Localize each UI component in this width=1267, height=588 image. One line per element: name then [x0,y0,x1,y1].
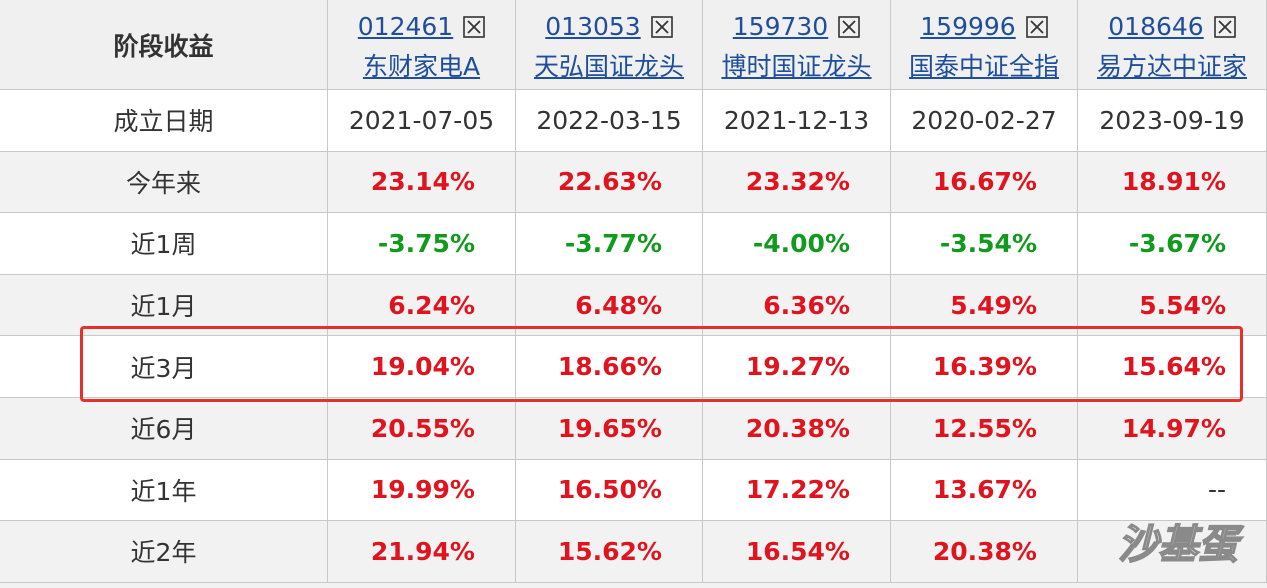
return-cell: 20.38% [891,521,1078,583]
return-cell: 14.97% [1078,398,1267,460]
fund-header: 159730 博时国证龙头 [703,0,891,90]
return-cell: 23.14% [328,151,516,214]
return-cell: 19.65% [516,398,703,460]
remove-icon[interactable] [650,15,673,38]
fund-header: 013053 天弘国证龙头 [516,0,703,90]
remove-icon[interactable] [1213,15,1236,38]
remove-icon[interactable] [1025,15,1048,38]
fund-name[interactable]: 博时国证龙头 [721,51,872,81]
row-label: 近1年 [0,459,328,522]
fund-header: 159996 国泰中证全指 [891,0,1078,90]
date-cell: 2020-02-27 [891,90,1078,152]
code-line: 013053 [545,7,673,47]
watermark: 沙基蛋 [1117,521,1239,569]
header-cell: 阶段收益 [0,0,328,90]
return-cell: 15.62% [516,521,703,583]
return-cell: 16.67% [891,151,1078,214]
return-cell: 21.94% [328,521,516,583]
return-cell: 12.55% [891,398,1078,460]
return-cell: 19.04% [328,336,516,398]
row-label: 成立日期 [0,90,328,152]
fund-code[interactable]: 159730 [732,12,829,41]
fund-header: 018646 易方达中证家 [1078,0,1267,90]
return-cell: 20.38% [703,398,891,460]
return-cell: -3.77% [516,213,703,275]
fund-name[interactable]: 东财家电A [362,51,481,81]
return-cell: -4.00% [703,213,891,275]
return-cell: 16.54% [703,521,891,583]
return-cell: -- [1078,459,1267,522]
date-cell: 2022-03-15 [516,90,703,152]
return-cell: 19.27% [703,336,891,398]
return-cell: 18.66% [516,336,703,398]
return-cell: 13.67% [891,459,1078,522]
fund-code[interactable]: 012461 [357,12,454,41]
fund-code[interactable]: 159996 [920,12,1016,41]
date-cell: 2021-07-05 [328,90,516,152]
row-label: 近3月 [0,336,328,398]
remove-icon[interactable] [463,15,486,38]
code-line: 159996 [920,7,1048,47]
return-cell [1078,521,1267,583]
fund-name[interactable]: 天弘国证龙头 [533,51,684,81]
row-label: 今年来 [0,151,328,214]
code-line: 159730 [732,7,861,47]
return-cell: -3.54% [891,213,1078,275]
return-cell: 15.64% [1078,336,1267,398]
return-cell: -3.75% [328,213,516,275]
fund-code[interactable]: 013053 [545,12,641,41]
row-label: 近1周 [0,213,328,275]
date-cell: 2023-09-19 [1078,90,1267,152]
fund-name[interactable]: 国泰中证全指 [908,51,1059,81]
return-cell: 19.99% [328,459,516,522]
return-cell: 20.55% [328,398,516,460]
date-cell: 2021-12-13 [703,90,891,152]
return-cell: 23.32% [703,151,891,214]
remove-icon[interactable] [838,15,861,38]
code-line: 018646 [1108,7,1236,47]
return-cell: 22.63% [516,151,703,214]
return-cell: 17.22% [703,459,891,522]
highlight-box [80,326,1243,402]
return-cell: 18.91% [1078,151,1267,214]
code-line: 012461 [357,7,486,47]
row-label: 近2年 [0,521,328,583]
fund-name[interactable]: 易方达中证家 [1096,51,1247,81]
fund-header: 012461 东财家电A [328,0,516,90]
return-cell: 16.50% [516,459,703,522]
row-label: 近6月 [0,398,328,460]
return-cell: 16.39% [891,336,1078,398]
return-cell: -3.67% [1078,213,1267,275]
fund-code[interactable]: 018646 [1108,12,1204,41]
